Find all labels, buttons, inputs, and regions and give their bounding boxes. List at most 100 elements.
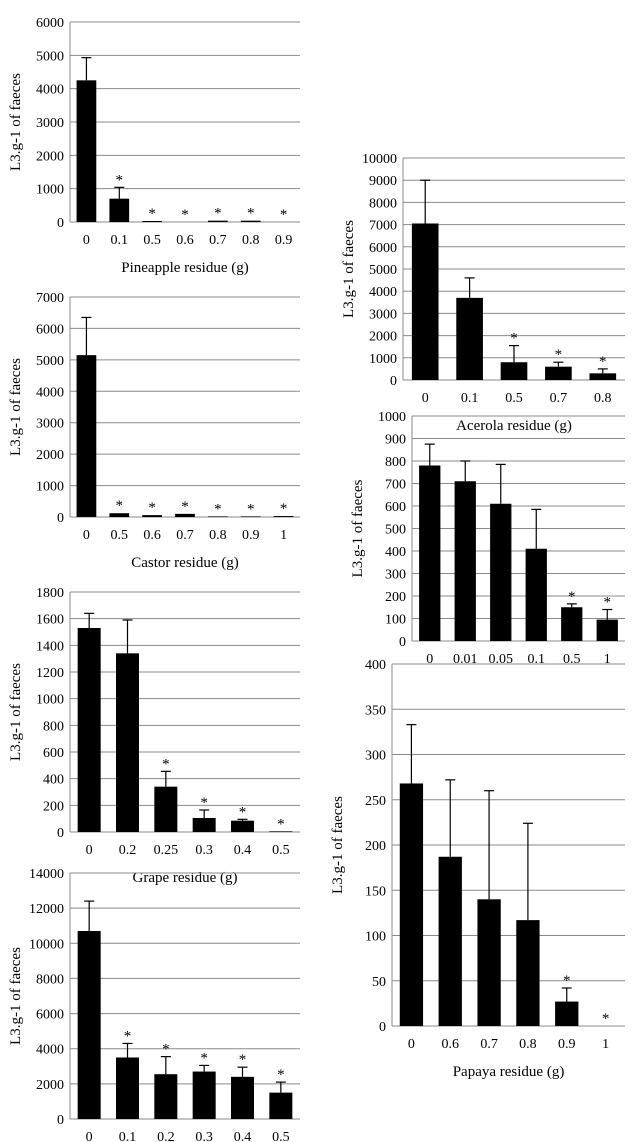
chart-1-significance-marker: * xyxy=(214,501,222,517)
chart-4-ytick-label: 5000 xyxy=(369,263,397,278)
chart-1-significance-marker: * xyxy=(116,498,124,514)
chart-1-significance-marker: * xyxy=(280,501,288,517)
chart-5-bar xyxy=(454,481,476,641)
chart-2-bar xyxy=(269,831,293,832)
chart-6-x-axis-label: Papaya residue (g) xyxy=(453,1064,565,1080)
chart-0-xtick-label: 0.7 xyxy=(209,233,227,248)
chart-6-bar xyxy=(399,783,424,1026)
chart-3-bar xyxy=(231,1076,254,1119)
chart-0-ytick-label: 0 xyxy=(57,216,64,231)
chart-4-ytick-label: 10000 xyxy=(362,152,397,167)
chart-5-ytick-label: 400 xyxy=(385,545,406,560)
chart-4-ytick-label: 7000 xyxy=(369,219,397,234)
chart-0-xtick-label: 0.8 xyxy=(242,233,260,248)
chart-6-y-axis-label: L3.g-1 of faeces xyxy=(330,796,346,894)
chart-0-significance-marker: * xyxy=(181,207,189,223)
chart-5-xtick-label: 0 xyxy=(426,652,433,667)
chart-0-bar xyxy=(109,198,130,222)
chart-6-ytick-label: 200 xyxy=(365,839,386,854)
chart-5-ytick-label: 100 xyxy=(385,613,406,628)
chart-5-ytick-label: 800 xyxy=(385,455,406,470)
chart-6-xtick-label: 0.9 xyxy=(558,1037,576,1052)
chart-4-x-axis-label: Acerola residue (g) xyxy=(456,418,572,434)
chart-4-ytick-label: 0 xyxy=(390,374,397,389)
chart-1-bar xyxy=(175,513,195,517)
chart-2-ytick-label: 0 xyxy=(57,826,64,841)
chart-3-bar xyxy=(154,1074,178,1119)
chart-6-bar xyxy=(516,920,540,1026)
chart-6-ytick-label: 100 xyxy=(365,930,386,945)
chart-2-ytick-label: 1800 xyxy=(36,586,64,601)
chart-5-ytick-label: 1000 xyxy=(378,410,406,425)
chart-2-y-axis-label: L3.g-1 of faeces xyxy=(8,663,24,761)
chart-0-bar xyxy=(240,220,261,222)
chart-6-bar xyxy=(438,856,462,1026)
chart-4-bar xyxy=(500,362,528,380)
chart-1-ytick-label: 3000 xyxy=(36,417,64,432)
chart-1-ytick-label: 7000 xyxy=(36,291,64,306)
chart-3-ytick-label: 12000 xyxy=(29,902,64,917)
chart-2-ytick-label: 1600 xyxy=(36,613,64,628)
chart-pineapple: 0 1000 2000 3000 4000 5000 6000 0 * 0.1 * 0.5 * 0.6 * 0… xyxy=(8,16,300,276)
chart-3-xtick-label: 0.2 xyxy=(157,1130,175,1142)
chart-6-xtick-label: 0 xyxy=(408,1037,415,1052)
chart-0-xtick-label: 0.6 xyxy=(176,233,194,248)
chart-1-xtick-label: 0.5 xyxy=(111,528,129,543)
chart-5-xtick-label: 0.01 xyxy=(453,652,478,667)
chart-5-ytick-label: 700 xyxy=(385,478,406,493)
chart-1-xtick-label: 1 xyxy=(280,528,287,543)
chart-4-ytick-label: 3000 xyxy=(369,307,397,322)
chart-1-bar xyxy=(273,516,294,517)
chart-2-bar xyxy=(116,653,139,832)
chart-2-xtick-label: 0 xyxy=(86,843,93,858)
chart-4-y-axis-label: L3.g-1 of faeces xyxy=(341,220,357,318)
chart-3-ytick-label: 2000 xyxy=(36,1078,64,1093)
chart-1-significance-marker: * xyxy=(247,501,255,517)
chart-0-bar xyxy=(142,221,162,222)
chart-4-bar xyxy=(545,366,572,380)
chart-4-bar xyxy=(456,297,483,380)
chart-5-significance-marker: * xyxy=(568,589,576,605)
chart-0-ytick-label: 3000 xyxy=(36,116,64,131)
chart-2-xtick-label: 0.4 xyxy=(234,843,252,858)
chart-2-ytick-label: 1400 xyxy=(36,639,64,654)
chart-2-significance-marker: * xyxy=(277,816,285,832)
chart-2-ytick-label: 1200 xyxy=(36,666,64,681)
chart-1-bar xyxy=(76,355,97,517)
chart-2-significance-marker: * xyxy=(239,804,247,820)
chart-5-xtick-label: 0.05 xyxy=(489,652,514,667)
chart-acerola: 0 1000 2000 3000 4000 5000 6000 7000 8000 9000 100… xyxy=(341,152,625,434)
chart-1-significance-marker: * xyxy=(148,500,156,516)
chart-5-bar xyxy=(525,548,547,641)
chart-3-bar xyxy=(192,1071,216,1119)
chart-castor: 0 1000 2000 3000 4000 5000 6000 7000 0 * 0.5 * 0.6 * 0… xyxy=(8,291,300,571)
chart-5-xtick-label: 0.5 xyxy=(563,652,581,667)
chart-3-ytick-label: 14000 xyxy=(29,867,64,882)
chart-2-xtick-label: 0.5 xyxy=(272,843,290,858)
chart-2-significance-marker: * xyxy=(200,795,208,811)
chart-4-ytick-label: 8000 xyxy=(369,196,397,211)
chart-0-xtick-label: 0 xyxy=(83,233,90,248)
chart-4-significance-marker: * xyxy=(555,347,563,363)
chart-3-significance-marker: * xyxy=(277,1067,285,1083)
chart-0-bar xyxy=(76,80,97,222)
chart-2-significance-marker: * xyxy=(162,756,170,772)
chart-1-significance-marker: * xyxy=(181,499,189,515)
chart-2-ytick-label: 400 xyxy=(43,773,64,788)
chart-5-bar xyxy=(596,619,618,641)
chart-papaya: 0 50 100 150 200 250 300 350 400 0 0.6 0.7 0.8 * 0.9 * 1… xyxy=(330,658,625,1080)
chart-0-y-axis-label: L3.g-1 of faeces xyxy=(8,73,24,171)
chart-6-ytick-label: 400 xyxy=(365,658,386,673)
chart-0-bar xyxy=(208,220,228,222)
chart-3-significance-marker: * xyxy=(239,1052,247,1068)
chart-6-ytick-label: 150 xyxy=(365,884,386,899)
chart-0-xtick-label: 0.1 xyxy=(111,233,129,248)
chart-5-bar xyxy=(419,465,441,641)
chart-4-ytick-label: 2000 xyxy=(369,330,397,345)
chart-2-xtick-label: 0.3 xyxy=(195,843,213,858)
chart-1-bar xyxy=(142,515,162,517)
chart-2-x-axis-label: Grape residue (g) xyxy=(133,870,238,886)
chart-cashew: 0 2000 4000 6000 8000 10000 12000 14000 0 * 0.1 * 0.… xyxy=(8,867,300,1142)
chart-5-significance-marker: * xyxy=(604,595,612,611)
chart-5-ytick-label: 600 xyxy=(385,500,406,515)
